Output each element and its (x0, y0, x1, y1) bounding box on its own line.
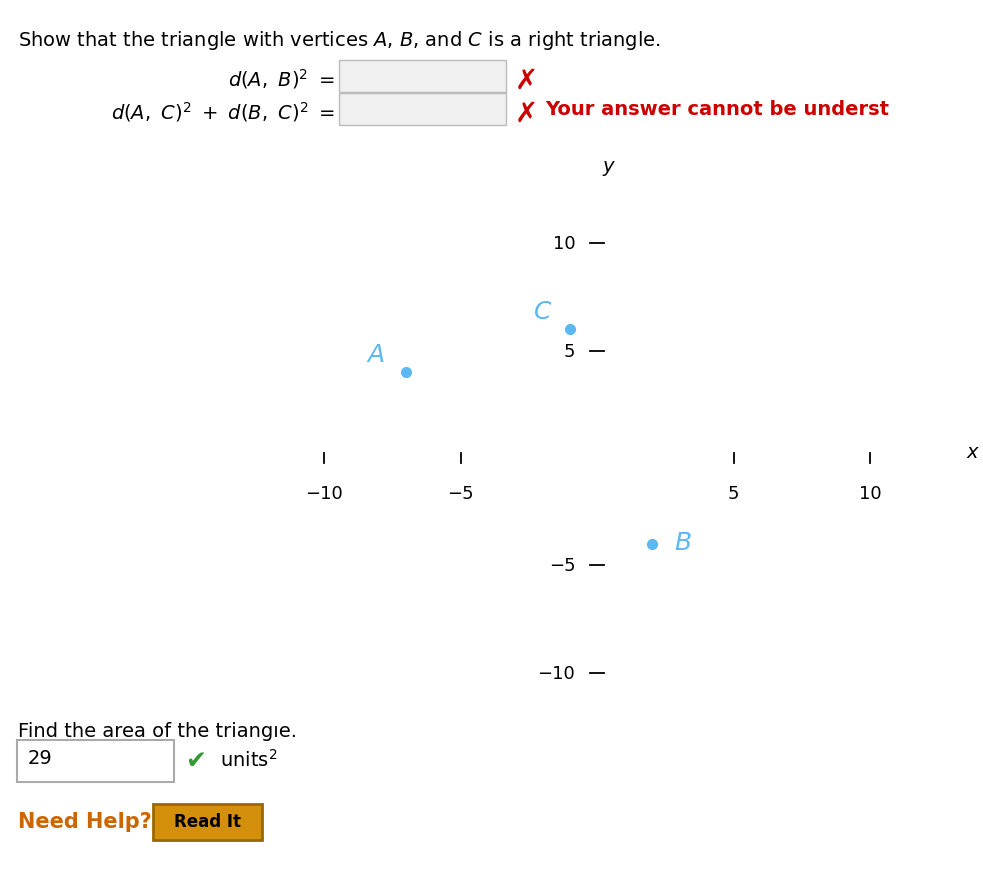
FancyBboxPatch shape (17, 740, 174, 782)
Text: 29: 29 (28, 748, 53, 767)
Text: ✔: ✔ (185, 748, 206, 772)
Text: Need Help?: Need Help? (18, 811, 151, 831)
Text: −10: −10 (538, 664, 575, 682)
Text: −10: −10 (305, 485, 343, 502)
FancyBboxPatch shape (339, 94, 506, 126)
Text: 10: 10 (859, 485, 882, 502)
Text: ✗: ✗ (515, 67, 539, 95)
Text: y: y (603, 157, 613, 175)
Text: x: x (966, 443, 977, 462)
Text: 5: 5 (564, 342, 575, 361)
Text: Show that the triangle with vertices $\mathit{A}$, $\mathit{B}$, and $\mathit{C}: Show that the triangle with vertices $\m… (18, 29, 661, 52)
Text: $C$: $C$ (533, 299, 552, 323)
Text: $d(A,\ C)^2\ +\ d(B,\ C)^2\ =$: $d(A,\ C)^2\ +\ d(B,\ C)^2\ =$ (111, 100, 335, 124)
Text: −5: −5 (447, 485, 474, 502)
Text: $A$: $A$ (367, 342, 385, 366)
Text: $d(A,\ B)^2\ =$: $d(A,\ B)^2\ =$ (228, 67, 335, 90)
Text: Find the area of the triangle.: Find the area of the triangle. (18, 721, 297, 740)
Text: 5: 5 (728, 485, 739, 502)
Text: ✗: ✗ (515, 100, 539, 128)
FancyBboxPatch shape (339, 61, 506, 93)
Text: Your answer cannot be underst: Your answer cannot be underst (545, 100, 889, 119)
Text: units$^2$: units$^2$ (220, 748, 277, 770)
Text: −5: −5 (549, 556, 575, 575)
Text: Read It: Read It (174, 812, 241, 830)
FancyBboxPatch shape (153, 804, 262, 840)
Text: 10: 10 (552, 235, 575, 253)
Text: $B$: $B$ (673, 530, 691, 554)
